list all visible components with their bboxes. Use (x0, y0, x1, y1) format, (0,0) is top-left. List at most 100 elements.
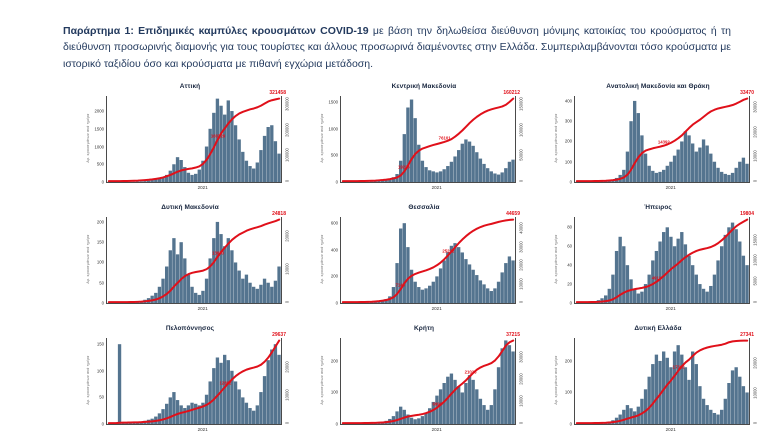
y-axis-title: Αρ. κρουσμάτων ανά ημέρα (320, 113, 324, 163)
daily-cases-bar (493, 389, 497, 424)
daily-cases-bar (680, 232, 684, 303)
daily-cases-bar (622, 246, 626, 303)
epidemic-curve-svg (107, 96, 281, 182)
daily-cases-bar (460, 252, 464, 303)
report-caption: Παράρτημα 1: Επιδημικές καμπύλες κρουσμά… (63, 23, 731, 73)
daily-cases-bar (662, 351, 666, 424)
y-axis-title: Αρ. κρουσμάτων ανά ημέρα (320, 234, 324, 284)
daily-cases-bar (190, 286, 194, 303)
right-axis-tick-label: 20000 (518, 259, 524, 271)
right-axis-tick-label: 20000 (752, 357, 758, 369)
y-axis-tick-label: 0 (101, 421, 104, 427)
right-axis-tick-label: 20000 (284, 361, 290, 374)
daily-cases-bar (694, 364, 698, 424)
daily-cases-bar (618, 236, 622, 303)
daily-cases-bar (629, 279, 633, 303)
right-axis-tick-label: 10000 (518, 277, 524, 290)
daily-cases-bar (391, 177, 396, 182)
right-axis-tick-label: 10000 (518, 395, 524, 407)
daily-cases-bar (270, 125, 274, 182)
daily-cases-bar (244, 274, 249, 303)
y-axis-tick-label: 100 (564, 389, 572, 395)
daily-cases-bar (273, 280, 278, 303)
daily-cases-bar (643, 389, 648, 424)
daily-cases-bar (654, 354, 659, 424)
daily-cases-bar (197, 169, 201, 182)
daily-cases-bar (128, 423, 133, 424)
cumulative-total-label: 27341 (740, 332, 754, 338)
daily-cases-bar (255, 405, 259, 424)
daily-cases-bar (511, 351, 515, 424)
daily-cases-bar (701, 139, 706, 182)
daily-cases-bar (424, 288, 428, 303)
y-axis-tick-label: 0 (335, 179, 338, 185)
daily-cases-bar (226, 100, 230, 182)
daily-cases-bar (161, 409, 165, 424)
daily-cases-bar (640, 398, 644, 424)
daily-cases-bar (493, 288, 497, 303)
daily-cases-bar (117, 344, 122, 424)
cumulative-cases-line (343, 220, 513, 303)
daily-cases-bar (164, 174, 169, 182)
daily-cases-bar (705, 291, 709, 303)
daily-cases-bar (132, 422, 136, 424)
daily-cases-bar (741, 386, 746, 424)
daily-cases-bar (438, 171, 443, 182)
y-axis-tick-label: 0 (335, 421, 338, 427)
daily-cases-bar (629, 408, 633, 424)
daily-cases-bar (435, 172, 439, 182)
right-axis-tick-label: 200000 (284, 122, 290, 137)
daily-cases-bar (504, 168, 508, 182)
daily-cases-bar (745, 265, 749, 303)
plot-frame: 0 100 200 0 10000 20000 30000 2021 37215 6996 2102… (331, 332, 524, 432)
daily-cases-bar (241, 151, 245, 182)
chart-title: Δυτική Ελλάδα (634, 325, 682, 332)
daily-cases-bar (204, 146, 209, 182)
chart-title: Κεντρική Μακεδονία (391, 83, 457, 90)
daily-cases-bar (219, 234, 223, 303)
plot-frame: 0 500 1000 1500 0 50000 100000 150000 2021 160212… (328, 90, 523, 190)
right-axis-tick-label: 15000 (752, 233, 758, 246)
daily-cases-bar (662, 232, 666, 303)
y-axis-title: Αρ. κρουσμάτων ανά ημέρα (554, 234, 558, 284)
daily-cases-bar (204, 394, 209, 424)
plot-area: 0 20 40 60 80 0 5000 10000 15000 2021 19804 4911 (567, 211, 757, 311)
daily-cases-bar (496, 281, 501, 303)
daily-cases-bar (233, 262, 238, 303)
epidemic-curve-svg (107, 338, 281, 424)
daily-cases-bar (643, 284, 648, 303)
daily-cases-bar (478, 280, 483, 303)
daily-cases-bar (438, 268, 443, 303)
y-axis-tick-label: 100 (330, 389, 338, 395)
daily-cases-bar (373, 181, 377, 182)
daily-cases-bar (478, 398, 483, 424)
daily-cases-bar (500, 348, 504, 424)
cumulative-cases-line (109, 99, 279, 182)
daily-cases-bar (154, 179, 158, 182)
daily-cases-bar (691, 265, 695, 303)
daily-cases-bar (712, 161, 717, 182)
daily-cases-bar (219, 105, 223, 182)
cumulative-cases-line (577, 220, 747, 303)
right-axis-tick-label: 0 (752, 300, 758, 304)
y-axis-tick-label: 20 (567, 281, 572, 287)
daily-cases-bar (604, 295, 608, 303)
daily-cases-bar (161, 177, 165, 182)
cumulative-cases-line (343, 99, 513, 182)
daily-cases-bar (413, 281, 417, 303)
cumulative-cases-line (109, 220, 279, 303)
daily-cases-bar (417, 418, 421, 424)
chart-cell: Αττική Αρ. κρουσμάτων ανά ημέρα 0 500 1000 15… (84, 82, 296, 194)
chart-cell: Κρήτη Αρ. κρουσμάτων ανά ημέρα 0 100 200 0 100… (318, 324, 530, 436)
daily-cases-bar (164, 266, 169, 303)
right-axis-tick-label: 30000 (518, 240, 524, 253)
daily-cases-bar (201, 402, 205, 424)
daily-cases-bar (223, 114, 227, 182)
daily-cases-bar (248, 166, 252, 182)
y-axis-title: Αρ. κρουσμάτων ανά ημέρα (554, 355, 558, 405)
daily-cases-bar (464, 139, 468, 182)
daily-cases-bar (139, 181, 143, 182)
daily-cases-bar (219, 362, 223, 424)
caption-bold-lead: Παράρτημα 1: Επιδημικές καμπύλες κρουσμά… (63, 24, 369, 37)
y-axis-tick-label: 0 (569, 300, 572, 306)
